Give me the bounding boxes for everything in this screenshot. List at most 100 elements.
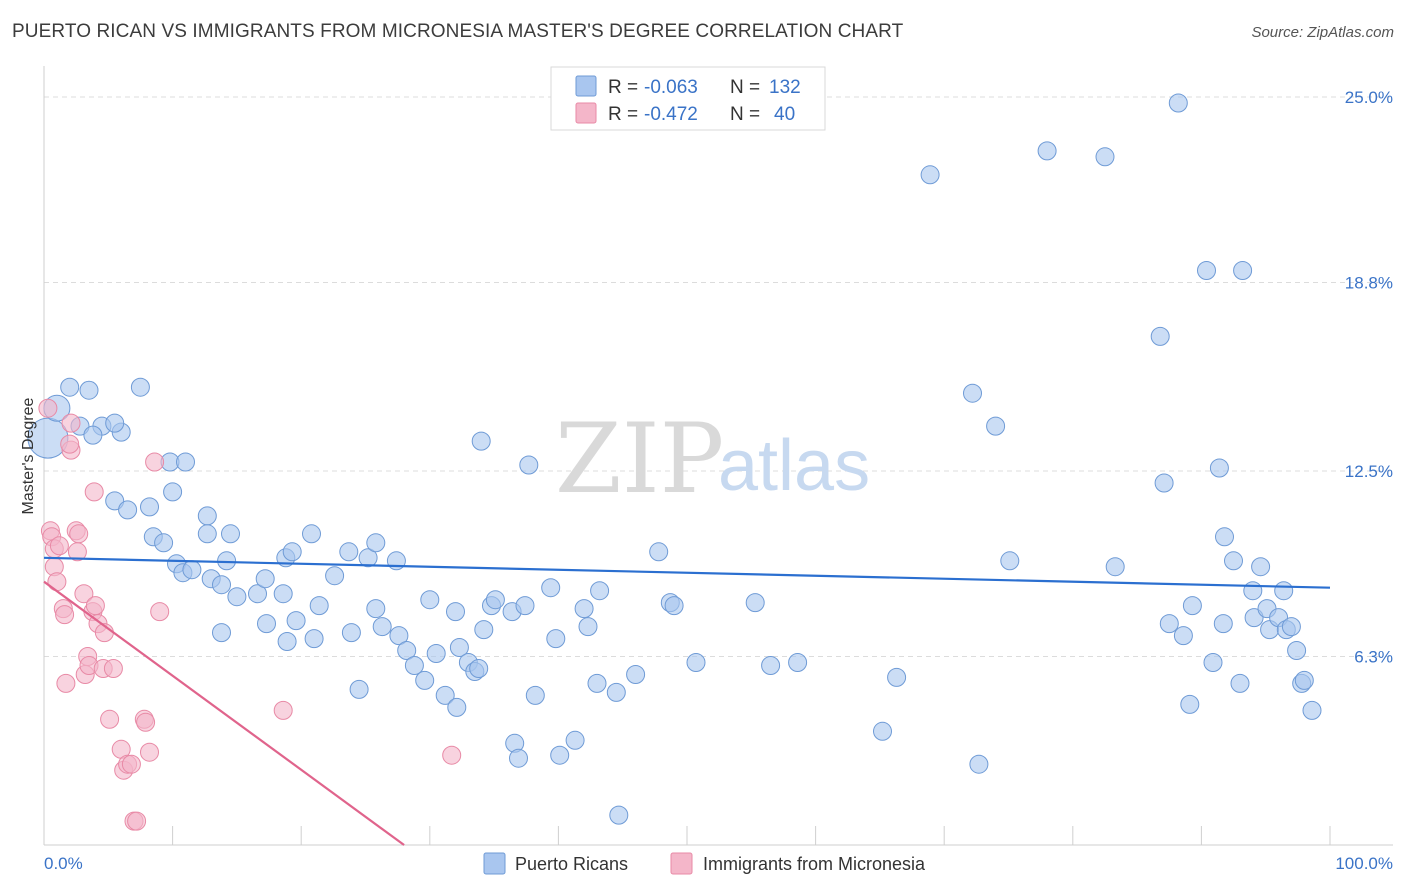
- data-point: [212, 575, 231, 595]
- data-point: [525, 685, 545, 705]
- data-point: [397, 641, 417, 660]
- data-point: [442, 745, 462, 765]
- data-point: [273, 584, 293, 604]
- data-point: [963, 383, 982, 403]
- data-point: [446, 602, 465, 622]
- data-point: [887, 667, 907, 687]
- data-point: [60, 434, 80, 454]
- data-point: [1213, 614, 1233, 634]
- data-point: [105, 491, 125, 511]
- data-point: [304, 629, 324, 649]
- data-point: [302, 524, 321, 544]
- data-point: [1281, 617, 1301, 637]
- data-point: [1180, 694, 1200, 714]
- data-point: [84, 482, 104, 502]
- legend: R = -0.063 N = 132 R = -0.472 N = 40: [550, 66, 826, 131]
- trend-lines: [43, 556, 1331, 846]
- data-point: [366, 533, 386, 553]
- data-point: [248, 584, 267, 604]
- data-point: [509, 748, 528, 768]
- data-point: [590, 581, 610, 601]
- data-point: [127, 811, 147, 831]
- data-point: [282, 542, 302, 562]
- data-point: [1197, 261, 1216, 280]
- data-point: [325, 566, 345, 586]
- data-point: [38, 398, 58, 418]
- data-point: [366, 599, 386, 619]
- bottom-legend-label-puerto-rican: Puerto Ricans: [515, 854, 628, 874]
- data-point: [349, 679, 369, 699]
- data-point: [1302, 700, 1322, 720]
- y-axis-label: Master's Degree: [20, 397, 37, 514]
- data-point: [1243, 581, 1263, 601]
- data-point: [273, 700, 293, 720]
- data-point: [485, 590, 505, 610]
- y-tick-label: 12.5%: [1345, 462, 1393, 481]
- data-point: [1294, 670, 1314, 690]
- source-label: Source: ZipAtlas.com: [1251, 24, 1394, 41]
- data-point: [389, 626, 409, 646]
- data-point: [1287, 641, 1307, 660]
- data-point: [1251, 557, 1271, 577]
- data-point: [197, 524, 217, 544]
- legend-r-value-1: -0.472: [644, 104, 698, 125]
- trend-line-puerto-rican: [43, 556, 1331, 589]
- data-point: [664, 596, 684, 616]
- data-point: [255, 569, 275, 589]
- data-point: [309, 596, 329, 616]
- data-point: [154, 533, 174, 553]
- legend-n-label-0: N =: [730, 77, 760, 98]
- bottom-legend: Puerto Ricans Immigrants from Micronesia: [483, 852, 926, 875]
- data-point: [969, 754, 989, 774]
- data-point: [286, 611, 306, 631]
- data-point: [873, 721, 892, 741]
- data-point: [745, 593, 765, 613]
- data-point: [69, 524, 89, 544]
- data-point: [541, 578, 561, 598]
- micronesia-points: [38, 398, 462, 831]
- data-point: [469, 659, 489, 678]
- legend-r-value-0: -0.063: [644, 77, 698, 98]
- watermark: ZIP atlas: [555, 403, 870, 515]
- data-point: [649, 542, 669, 562]
- data-point: [277, 632, 297, 651]
- data-point: [105, 413, 125, 433]
- data-point: [130, 377, 150, 397]
- data-point: [415, 670, 435, 690]
- data-point: [1244, 608, 1264, 628]
- data-point: [1274, 581, 1294, 601]
- data-point: [55, 605, 75, 625]
- data-point: [578, 617, 598, 637]
- y-tick-label: 6.3%: [1354, 648, 1393, 667]
- data-point: [1154, 473, 1174, 493]
- data-point: [515, 596, 535, 616]
- data-point: [550, 745, 570, 765]
- data-point: [358, 548, 378, 568]
- watermark-zip: ZIP: [555, 403, 724, 515]
- data-point: [372, 617, 392, 637]
- watermark-atlas: atlas: [718, 426, 870, 506]
- data-point: [761, 656, 781, 675]
- data-point: [788, 653, 808, 672]
- bottom-legend-swatch-micronesia: [670, 852, 693, 875]
- data-point: [546, 629, 566, 649]
- data-point: [56, 673, 76, 693]
- data-point: [1159, 614, 1179, 634]
- data-point: [1095, 147, 1115, 167]
- data-point: [1233, 261, 1253, 280]
- data-point: [435, 685, 455, 705]
- x-tick-min: 0.0%: [44, 854, 83, 873]
- data-point: [100, 709, 120, 729]
- data-point: [565, 730, 585, 750]
- data-point: [136, 712, 156, 732]
- data-point: [519, 455, 539, 475]
- data-point: [163, 482, 183, 502]
- data-point: [145, 452, 165, 472]
- y-tick-label: 25.0%: [1345, 88, 1393, 107]
- data-point: [626, 665, 646, 684]
- bottom-legend-label-micronesia: Immigrants from Micronesia: [703, 854, 926, 874]
- legend-n-value-0: 132: [769, 77, 801, 98]
- data-point: [1037, 141, 1057, 161]
- data-point: [197, 506, 217, 526]
- puerto-rican-points: [27, 93, 1322, 825]
